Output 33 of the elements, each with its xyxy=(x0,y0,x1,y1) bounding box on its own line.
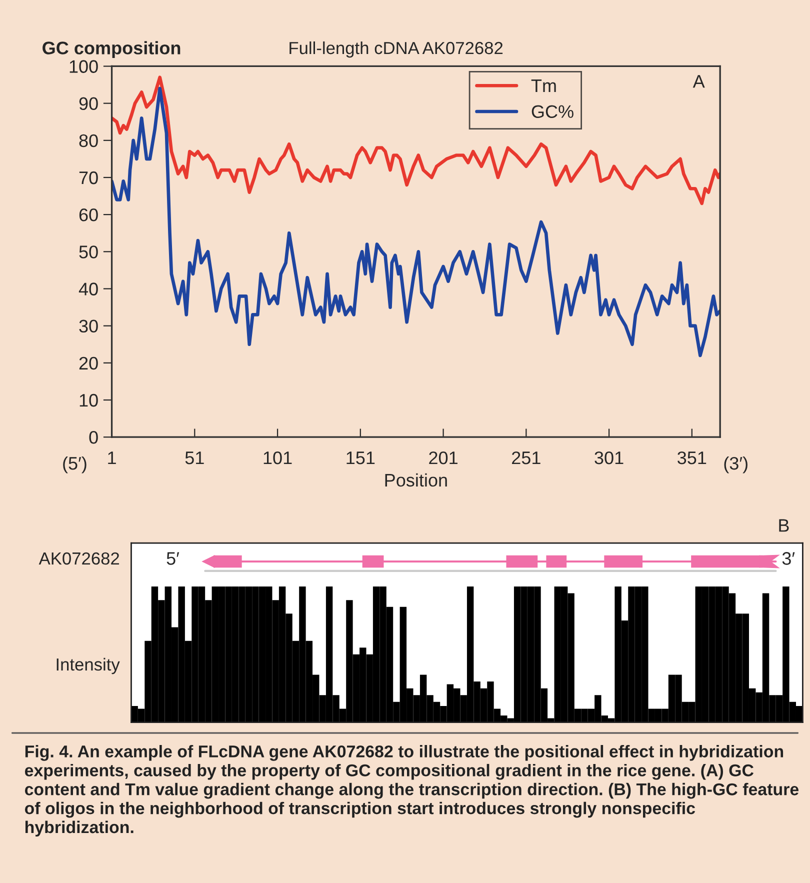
y-tick-label: 0 xyxy=(89,431,98,444)
legend-label: Tm xyxy=(531,80,556,92)
x-tick-label: 51 xyxy=(185,452,204,464)
text: (5′) xyxy=(63,456,86,474)
y-tick-label: 30 xyxy=(79,320,98,333)
x-tick-label: 101 xyxy=(264,451,292,464)
x-tick-label: 251 xyxy=(512,451,540,464)
y-axis-title: Intensity xyxy=(56,658,120,674)
text: 5′ xyxy=(166,552,180,565)
x-axis-title: Position xyxy=(385,473,447,487)
caption: Fig. 4. An example of FLcDNA gene AK072682 to illustrate the positional effect in hybridization experiments, caused by the property of GC compositional gradient in the rice gene. (A) GC content and Tm value gradient change along the transcription direction. (B) The high-GC feature of oligos in the neighborhood of transcription start introduces strongly nonspecific hybridization. xyxy=(24,745,799,837)
text: B xyxy=(779,519,789,532)
x-tick-label: 201 xyxy=(429,451,458,464)
y-axis-title: GC composition xyxy=(42,41,180,58)
y-tick-label: 10 xyxy=(80,394,98,407)
x-tick-label: 351 xyxy=(678,451,706,464)
x-tick-label: 151 xyxy=(346,452,375,464)
chart-title: Full-length cDNA AK072682 xyxy=(290,41,503,58)
y-tick-label: 80 xyxy=(79,134,98,148)
annotation: A xyxy=(692,75,705,88)
y-tick-label: 70 xyxy=(79,171,98,184)
text: 3′ xyxy=(782,552,795,565)
x-tick-label: 1 xyxy=(108,452,116,464)
y-tick-label: 40 xyxy=(78,282,98,296)
y-tick-label: 100 xyxy=(70,60,98,73)
y-tick-label: 60 xyxy=(79,208,98,222)
text: AK072682 xyxy=(38,552,120,565)
y-tick-label: 90 xyxy=(79,97,98,110)
text: (3′) xyxy=(724,456,748,474)
y-tick-label: 20 xyxy=(79,356,98,370)
x-tick-label: 301 xyxy=(594,451,624,464)
y-tick-label: 50 xyxy=(79,246,98,258)
legend-label: GC% xyxy=(532,105,574,118)
